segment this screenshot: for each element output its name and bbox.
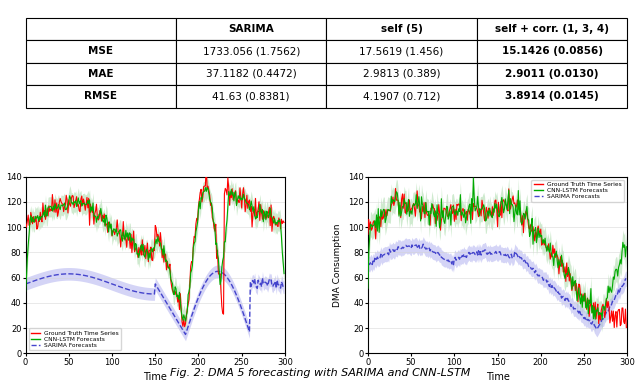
Legend: Ground Truth Time Series, CNN-LSTM Forecasts, SARIMA Forecasts: Ground Truth Time Series, CNN-LSTM Forec… — [531, 179, 624, 202]
X-axis label: Time: Time — [486, 372, 509, 380]
X-axis label: Time: Time — [143, 372, 167, 380]
Legend: Ground Truth Time Series, CNN-LSTM Forecasts, SARIMA Forecasts: Ground Truth Time Series, CNN-LSTM Forec… — [29, 328, 122, 350]
Text: Fig. 2: DMA 5 forecasting with SARIMA and CNN-LSTM: Fig. 2: DMA 5 forecasting with SARIMA an… — [170, 368, 470, 378]
Y-axis label: DMA Consumption: DMA Consumption — [333, 223, 342, 307]
